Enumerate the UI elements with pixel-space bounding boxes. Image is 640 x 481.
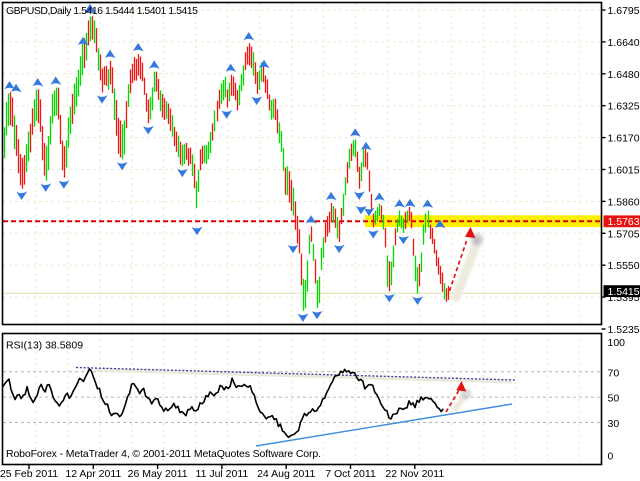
svg-text:7 Oct 2011: 7 Oct 2011 [325, 468, 376, 480]
svg-text:1.6795: 1.6795 [608, 5, 640, 17]
svg-text:22 Nov 2011: 22 Nov 2011 [385, 468, 444, 480]
svg-text:1.6015: 1.6015 [608, 165, 640, 177]
svg-text:100: 100 [608, 337, 626, 349]
svg-text:1.6170: 1.6170 [608, 133, 640, 145]
svg-text:1.6640: 1.6640 [608, 37, 640, 49]
svg-text:25 Feb 2011: 25 Feb 2011 [0, 468, 58, 480]
svg-text:12 Apr 2011: 12 Apr 2011 [65, 468, 121, 480]
svg-text:1.6480: 1.6480 [608, 69, 640, 81]
svg-text:RSI(13) 38.5809: RSI(13) 38.5809 [6, 340, 83, 352]
svg-text:70: 70 [608, 367, 620, 379]
svg-text:50: 50 [608, 392, 620, 404]
svg-text:1.5235: 1.5235 [608, 324, 640, 336]
svg-text:24 Aug 2011: 24 Aug 2011 [257, 468, 315, 480]
svg-text:30: 30 [608, 418, 620, 430]
svg-text:0: 0 [608, 450, 614, 462]
svg-text:GBPUSD,Daily 1.5416 1.5444 1.: GBPUSD,Daily 1.5416 1.5444 1.5401 1.5415 [6, 5, 198, 17]
svg-text:1.5415: 1.5415 [608, 286, 640, 298]
svg-text:1.5550: 1.5550 [608, 260, 640, 272]
svg-text:1.5705: 1.5705 [608, 228, 640, 240]
svg-text:1.5860: 1.5860 [608, 196, 640, 208]
svg-text:RoboForex - MetaTrader 4, © 20: RoboForex - MetaTrader 4, © 2001-2011 Me… [6, 448, 321, 460]
svg-text:1.5763: 1.5763 [608, 216, 640, 228]
svg-text:26 May 2011: 26 May 2011 [128, 468, 188, 480]
svg-text:1.6325: 1.6325 [608, 101, 640, 113]
svg-text:11 Jul 2011: 11 Jul 2011 [196, 468, 249, 480]
